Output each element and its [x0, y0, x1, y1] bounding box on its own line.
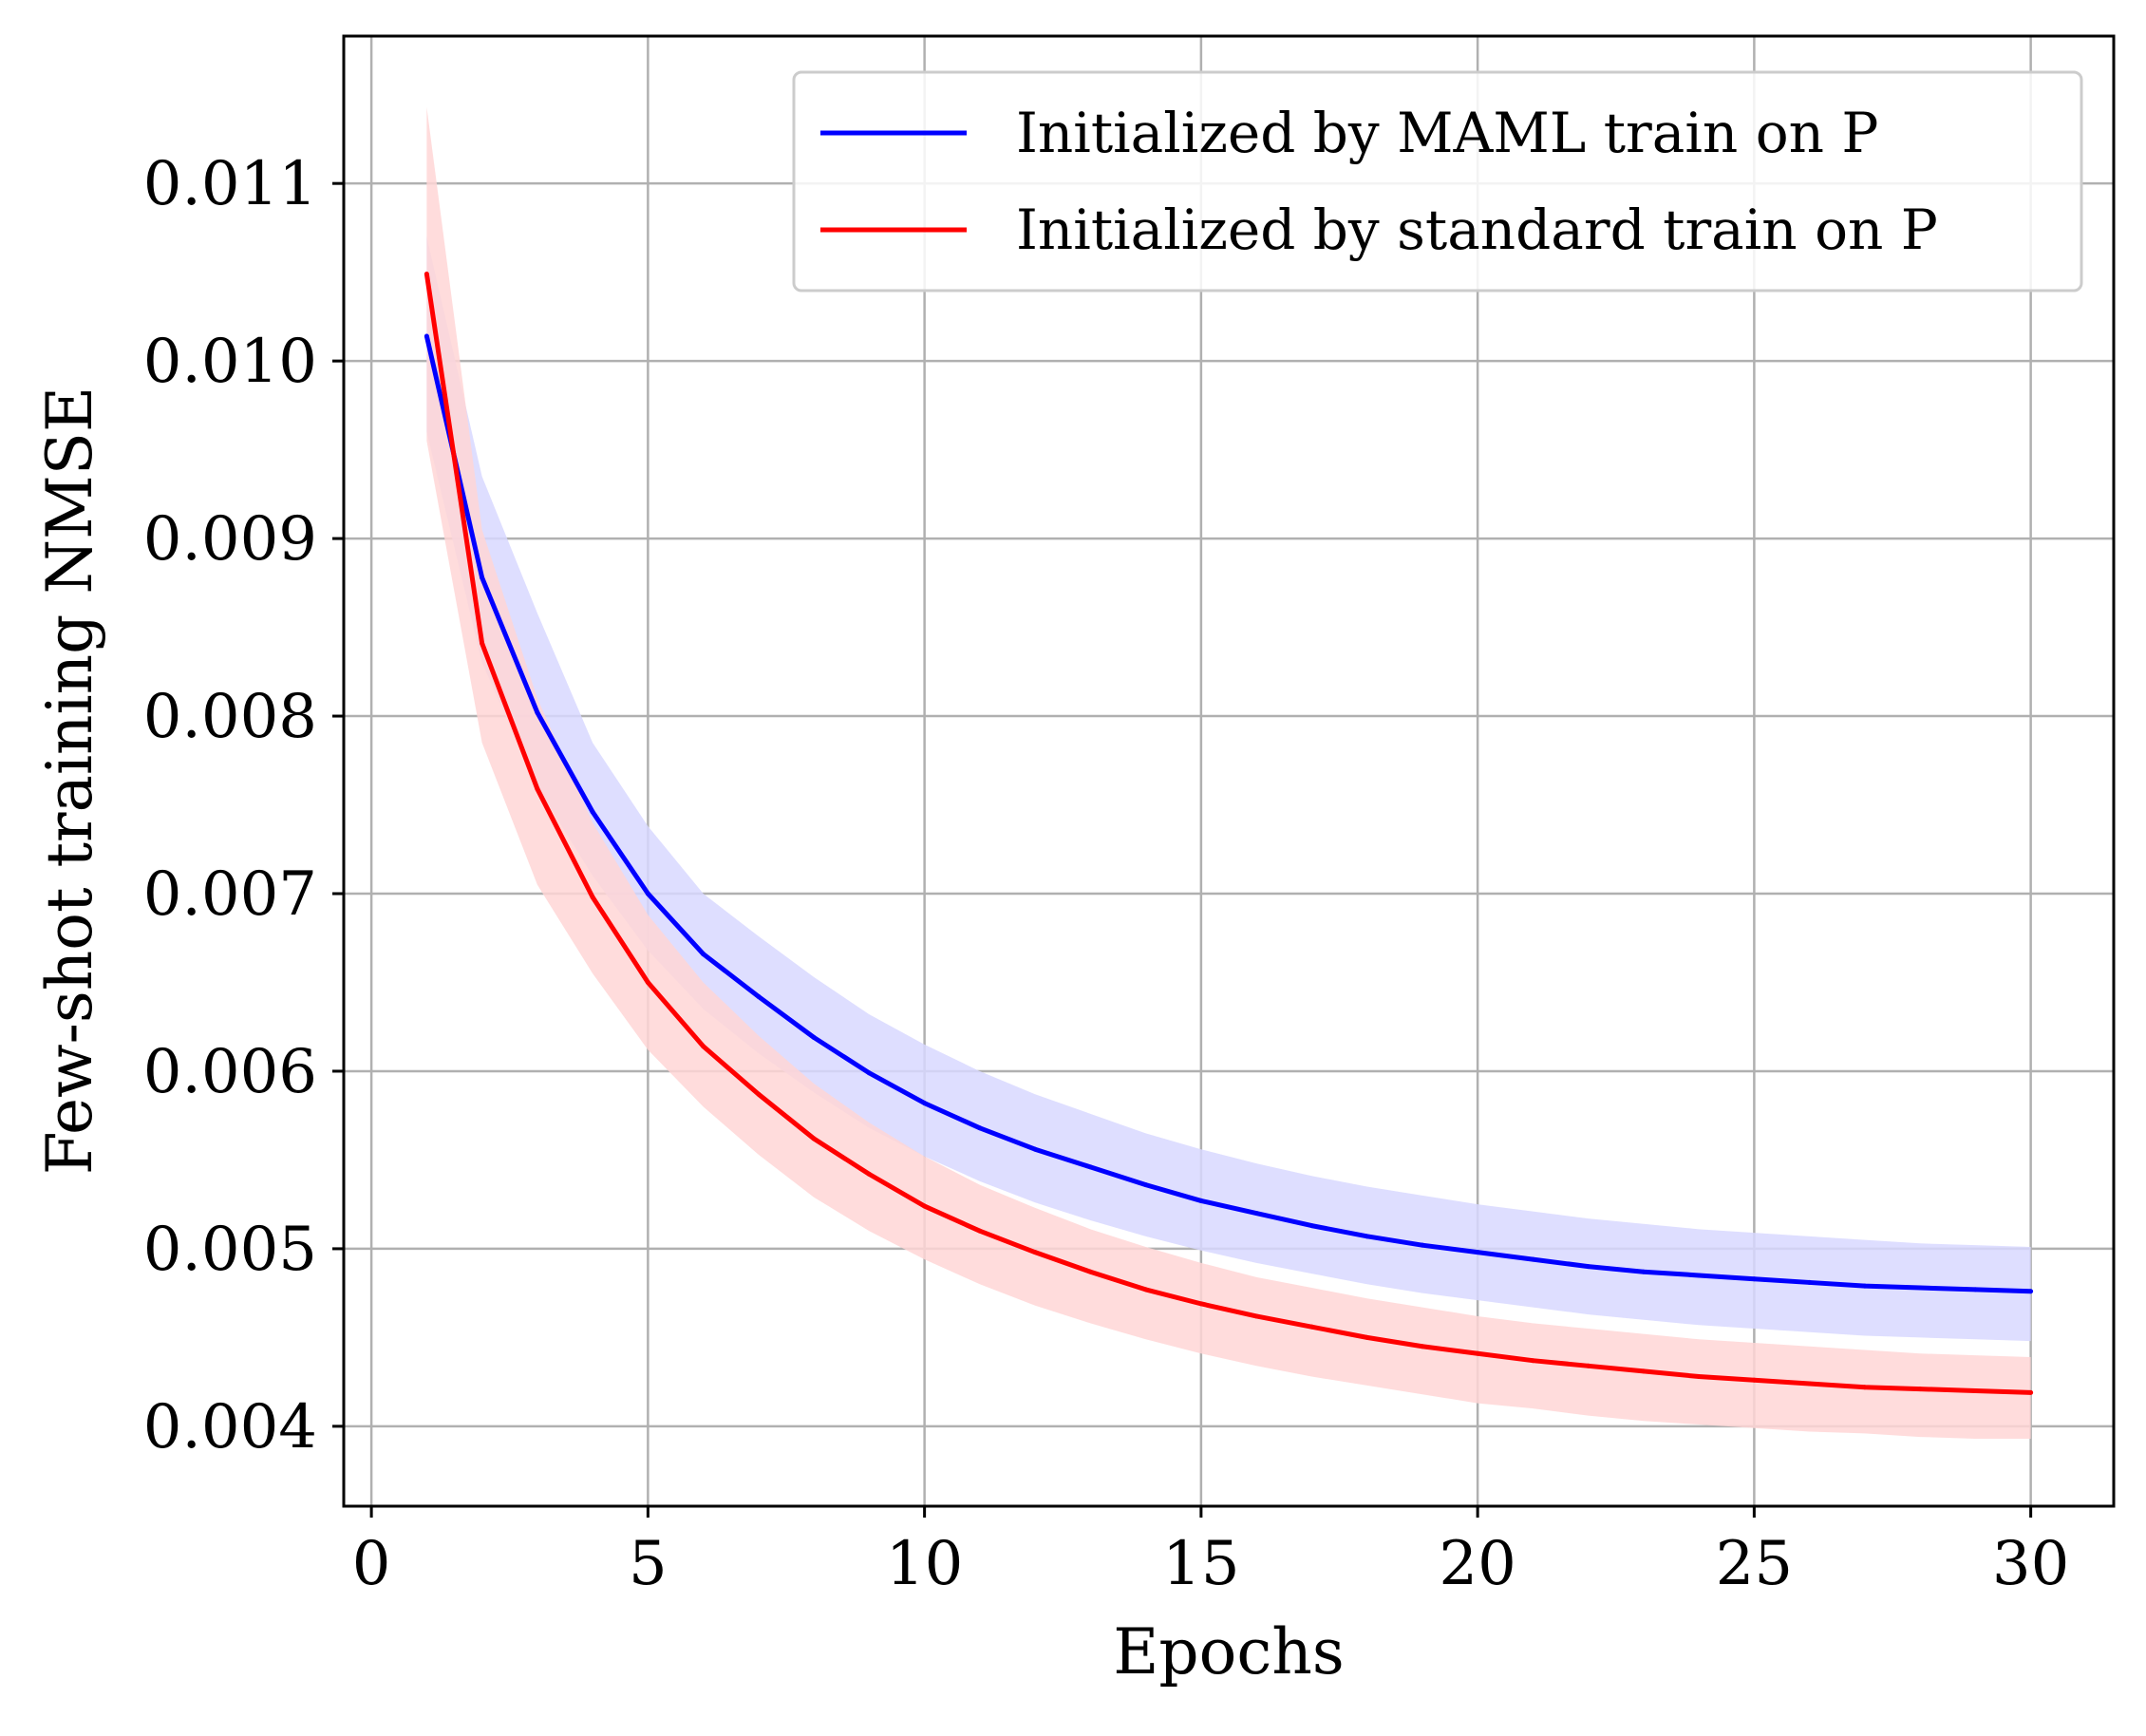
confidence-bands — [426, 106, 2031, 1439]
data-point — [1696, 1374, 1702, 1380]
data-point — [1807, 1279, 1813, 1285]
data-point — [1143, 1182, 1149, 1188]
data-point — [645, 979, 650, 985]
plot-frame — [342, 34, 2116, 1508]
data-point — [1032, 1146, 1038, 1152]
data-point — [1253, 1211, 1259, 1217]
x-tick-label: 30 — [1992, 1529, 2069, 1599]
data-point — [1087, 1269, 1093, 1274]
data-point — [1972, 1387, 1978, 1393]
data-point — [1365, 1334, 1370, 1340]
data-point — [1862, 1283, 1868, 1289]
data-point — [811, 1136, 817, 1142]
data-point — [1917, 1285, 1923, 1291]
data-point — [1475, 1350, 1480, 1356]
series-line-maml — [424, 335, 2031, 1294]
x-tick-label: 15 — [1162, 1529, 1239, 1599]
y-tick-label: 0.006 — [143, 1037, 317, 1107]
data-point — [977, 1228, 983, 1234]
data-point — [645, 891, 650, 896]
data-point — [701, 952, 706, 957]
data-point — [480, 575, 485, 580]
data-point — [424, 333, 429, 339]
x-tick-label: 25 — [1716, 1529, 1793, 1599]
data-point — [1420, 1242, 1425, 1248]
data-point — [1586, 1363, 1591, 1368]
x-tick-label: 20 — [1439, 1529, 1515, 1599]
data-point — [1862, 1385, 1868, 1390]
data-point — [1530, 1358, 1535, 1364]
data-point — [1807, 1381, 1813, 1387]
data-point — [1751, 1377, 1757, 1383]
y-tick-label: 0.007 — [143, 859, 317, 930]
confidence-band-standard — [426, 106, 2031, 1439]
data-point — [535, 709, 540, 715]
data-point — [977, 1125, 983, 1131]
data-point — [866, 1171, 872, 1177]
data-point — [1530, 1256, 1535, 1262]
ticks: 0 5 10 15 20 25 30 0.004 0.005 0.006 0.007 0.008 0.0… — [143, 149, 2070, 1599]
y-tick-label: 0.011 — [143, 149, 317, 219]
data-point — [1253, 1313, 1259, 1319]
series-lines — [424, 272, 2034, 1395]
data-point — [1586, 1264, 1591, 1270]
x-tick-label: 10 — [886, 1529, 963, 1599]
data-point — [1365, 1234, 1370, 1239]
y-tick-label: 0.008 — [143, 682, 317, 752]
data-point — [1198, 1301, 1204, 1307]
data-point — [424, 272, 429, 277]
data-point — [1308, 1324, 1314, 1330]
data-point — [1198, 1198, 1204, 1203]
data-point — [1751, 1276, 1757, 1282]
data-point — [1308, 1223, 1314, 1229]
data-point — [922, 1203, 928, 1209]
data-point — [1641, 1269, 1647, 1274]
data-point — [756, 993, 762, 999]
series-line-standard — [424, 274, 2031, 1395]
data-point — [701, 1044, 706, 1049]
y-tick-label: 0.009 — [143, 504, 317, 575]
data-point — [1641, 1368, 1647, 1374]
y-axis-label: Few-shot training NMSE — [33, 387, 106, 1175]
legend-label-maml: Initialized by MAML train on P — [1016, 101, 1878, 165]
data-point — [480, 640, 485, 646]
data-point — [811, 1034, 817, 1040]
data-point — [866, 1070, 872, 1076]
y-tick-label: 0.010 — [143, 327, 317, 397]
x-tick-label: 0 — [352, 1529, 391, 1599]
data-point — [1143, 1287, 1149, 1293]
x-axis-label: Epochs — [1113, 1615, 1345, 1689]
legend: Initialized by MAML train on P Initializ… — [792, 70, 2083, 292]
data-point — [1087, 1164, 1093, 1170]
data-point — [756, 1091, 762, 1097]
data-point — [590, 809, 595, 815]
confidence-band-maml — [426, 236, 2031, 1342]
y-tick-label: 0.004 — [143, 1392, 317, 1462]
data-point — [922, 1101, 928, 1106]
legend-label-standard: Initialized by standard train on P — [1016, 198, 1938, 262]
data-point — [1972, 1287, 1978, 1293]
data-point — [1475, 1250, 1480, 1255]
data-point — [535, 786, 540, 792]
data-point — [590, 895, 595, 900]
data-point — [2028, 1289, 2034, 1294]
x-tick-label: 5 — [629, 1529, 668, 1599]
data-point — [1696, 1273, 1702, 1278]
data-point — [1032, 1250, 1038, 1255]
legend-box — [792, 70, 2083, 292]
data-point — [1917, 1387, 1923, 1392]
data-point — [2028, 1389, 2034, 1395]
y-tick-label: 0.005 — [143, 1215, 317, 1285]
data-point — [1420, 1344, 1425, 1349]
